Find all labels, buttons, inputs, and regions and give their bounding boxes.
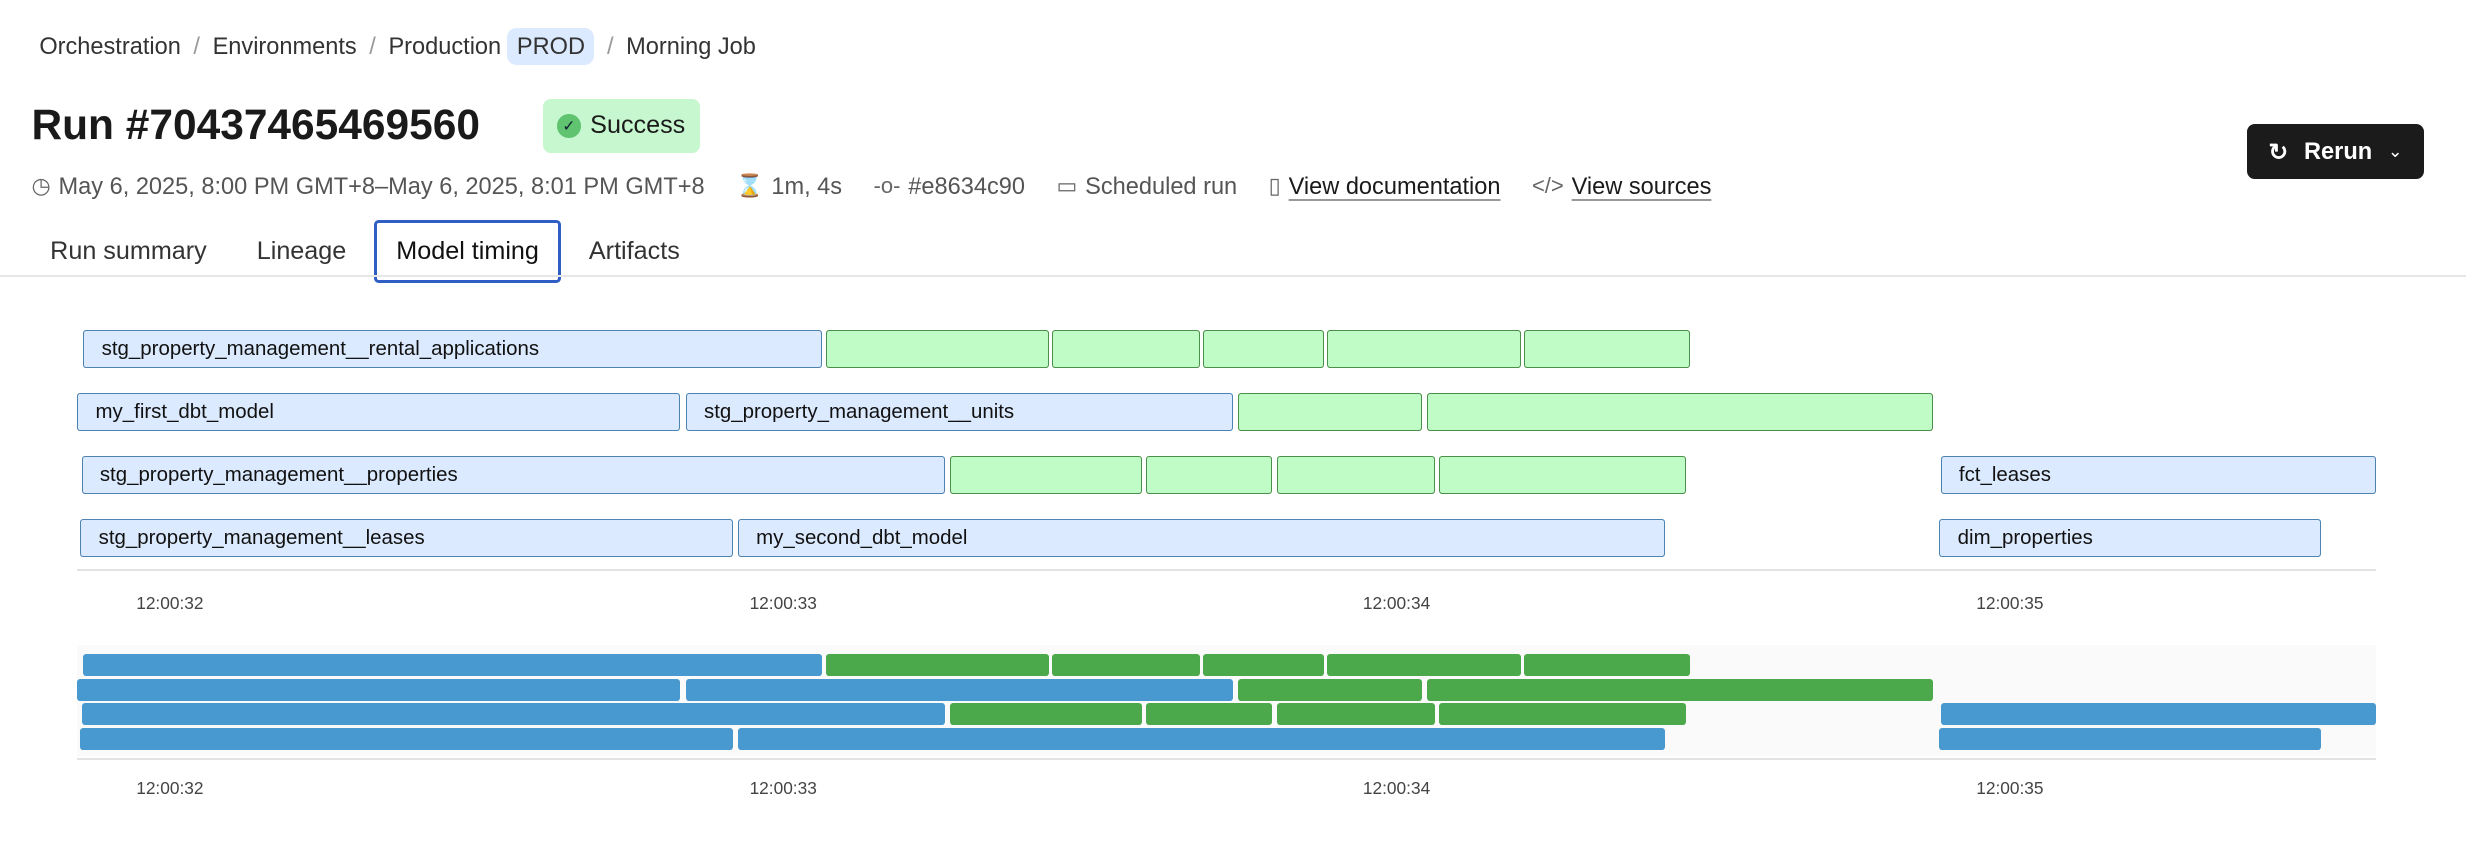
test-bar[interactable] — [1524, 330, 1691, 368]
view-documentation-link[interactable]: View documentation — [1288, 172, 1501, 199]
refresh-icon: ↻ — [2268, 138, 2289, 165]
minimap-bar — [1237, 679, 1422, 702]
status-badge: ✓ Success — [542, 99, 700, 153]
test-bar[interactable] — [1051, 330, 1200, 368]
test-bar[interactable] — [1146, 456, 1273, 494]
tick-label: 12:00:34 — [1362, 592, 1431, 613]
test-bar[interactable] — [825, 330, 1049, 368]
breadcrumb-separator: / — [193, 33, 200, 59]
rerun-label: Rerun — [2304, 138, 2373, 165]
minimap-bar — [825, 654, 1049, 677]
minimap-tick-label: 12:00:34 — [1362, 778, 1431, 799]
trigger: Scheduled run — [1085, 172, 1238, 199]
test-bar[interactable] — [1327, 330, 1522, 368]
env-badge: PROD — [507, 28, 595, 65]
minimap-bar — [950, 702, 1142, 725]
minimap-axis-line — [77, 758, 2377, 760]
test-bar[interactable] — [950, 456, 1142, 494]
axis-line — [77, 569, 2377, 571]
status-label: Success — [590, 111, 686, 140]
minimap-bar — [1524, 654, 1691, 677]
test-bar[interactable] — [1203, 330, 1325, 368]
page-title: Run #70437465469560 — [31, 100, 480, 148]
breadcrumb-orchestration[interactable]: Orchestration — [39, 33, 181, 59]
breadcrumb-current: Morning Job — [626, 33, 756, 59]
tabs: Run summary Lineage Model timing Artifac… — [28, 220, 708, 283]
tab-run-summary[interactable]: Run summary — [50, 236, 207, 265]
divider — [0, 275, 2466, 277]
minimap-bar — [1438, 702, 1687, 725]
model-bar[interactable]: stg_property_management__rental_applicat… — [83, 330, 823, 368]
minimap-bar — [81, 702, 946, 725]
minimap-bar — [1327, 654, 1522, 677]
minimap-bar — [77, 679, 680, 702]
minimap-bar — [1940, 702, 2377, 725]
view-sources-link[interactable]: View sources — [1571, 172, 1712, 199]
minimap-bar — [737, 728, 1666, 751]
minimap-bar — [83, 654, 823, 677]
model-bar[interactable]: stg_property_management__leases — [80, 518, 733, 557]
calendar-icon: ▭ — [1056, 173, 1078, 199]
minimap-bar — [1051, 654, 1200, 677]
model-bar[interactable]: my_first_dbt_model — [77, 393, 680, 431]
tick-label: 12:00:35 — [1976, 592, 2044, 613]
minimap-bar — [1426, 679, 1933, 702]
minimap-bar — [80, 728, 733, 751]
model-bar[interactable]: my_second_dbt_model — [737, 518, 1666, 557]
clock-icon: ◷ — [31, 173, 51, 199]
minimap-bar — [1203, 654, 1325, 677]
commit-icon: -o- — [873, 173, 901, 199]
code-icon: </> — [1531, 173, 1564, 199]
run-meta: ◷ May 6, 2025, 8:00 PM GMT+8–May 6, 2025,… — [31, 173, 1742, 200]
breadcrumb: Orchestration / Environments / Production … — [39, 28, 756, 65]
document-icon: ▯ — [1268, 173, 1281, 199]
tick-label: 12:00:32 — [136, 592, 204, 613]
duration: 1m, 4s — [771, 172, 843, 199]
model-bar[interactable]: dim_properties — [1939, 518, 2322, 557]
breadcrumb-separator: / — [607, 33, 614, 59]
breadcrumb-production[interactable]: Production — [388, 33, 502, 59]
minimap-bar — [1939, 728, 2322, 751]
minimap-tick-label: 12:00:35 — [1976, 778, 2044, 799]
hourglass-icon: ⌛ — [736, 173, 764, 199]
check-circle-icon: ✓ — [557, 114, 581, 138]
minimap-bar — [1276, 702, 1435, 725]
model-bar[interactable]: fct_leases — [1940, 456, 2377, 494]
test-bar[interactable] — [1438, 456, 1687, 494]
tab-model-timing[interactable]: Model timing — [374, 220, 561, 283]
test-bar[interactable] — [1276, 456, 1435, 494]
minimap-bar — [685, 679, 1233, 702]
test-bar[interactable] — [1426, 393, 1933, 431]
commit-hash: #e8634c90 — [908, 172, 1025, 199]
minimap-tick-label: 12:00:33 — [749, 778, 817, 799]
tab-lineage[interactable]: Lineage — [256, 236, 347, 265]
rerun-button[interactable]: ↻ Rerun ⌄ — [2247, 124, 2424, 180]
model-bar[interactable]: stg_property_management__units — [685, 393, 1233, 431]
model-bar[interactable]: stg_property_management__properties — [81, 456, 946, 494]
minimap-tick-label: 12:00:32 — [136, 778, 204, 799]
chevron-down-icon: ⌄ — [2387, 141, 2403, 162]
breadcrumb-separator: / — [369, 33, 376, 59]
time-range: May 6, 2025, 8:00 PM GMT+8–May 6, 2025, … — [58, 172, 705, 199]
breadcrumb-environments[interactable]: Environments — [212, 33, 357, 59]
minimap-bar — [1146, 702, 1273, 725]
test-bar[interactable] — [1237, 393, 1422, 431]
tab-artifacts[interactable]: Artifacts — [588, 236, 680, 265]
tick-label: 12:00:33 — [749, 592, 817, 613]
